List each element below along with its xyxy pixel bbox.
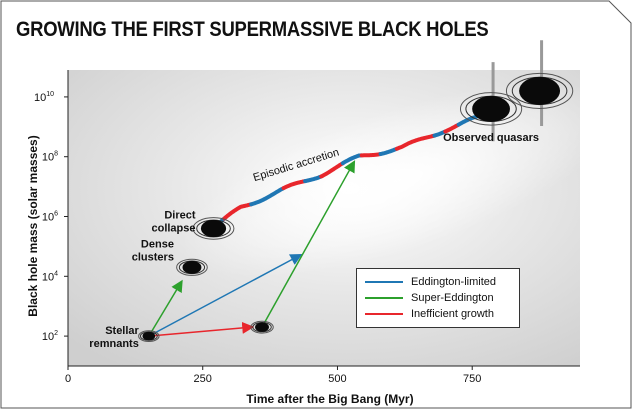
legend-swatch-inefficient bbox=[365, 313, 403, 315]
object-label: Stellar remnants bbox=[89, 325, 139, 350]
curve-segment bbox=[222, 202, 254, 221]
plot-glow bbox=[180, 82, 620, 278]
black-hole-icon bbox=[138, 330, 160, 343]
accretion-ring bbox=[505, 72, 574, 109]
curve-segment bbox=[359, 152, 383, 158]
growth-arrow bbox=[148, 279, 183, 337]
curve-segment bbox=[281, 179, 308, 191]
legend-label: Eddington-limited bbox=[411, 276, 496, 288]
legend-label: Super-Eddington bbox=[411, 292, 494, 304]
x-tick-label: 500 bbox=[328, 373, 346, 385]
y-tick-label: 1010 bbox=[34, 91, 54, 104]
chart-title: GROWING THE FIRST SUPERMASSIVE BLACK HOL… bbox=[16, 18, 489, 41]
object-label: Observed quasars bbox=[443, 132, 539, 144]
legend-label: Inefficient growth bbox=[411, 308, 494, 320]
x-tick-label: 250 bbox=[194, 373, 212, 385]
curve-segment bbox=[394, 133, 437, 151]
curve-segment bbox=[340, 153, 364, 166]
growth-arrow bbox=[148, 253, 303, 337]
accretion-ring bbox=[138, 330, 160, 343]
black-hole-icon bbox=[176, 258, 208, 276]
x-tick-label: 750 bbox=[463, 373, 481, 385]
y-tick-label: 108 bbox=[42, 151, 58, 164]
event-horizon bbox=[200, 219, 227, 238]
axes: 0 250 500 750 102 104 106 108 1010 bbox=[34, 70, 580, 385]
growth-arrows bbox=[148, 160, 356, 337]
curve-segment bbox=[378, 146, 399, 156]
curve-segment bbox=[432, 129, 448, 138]
curve-segment bbox=[249, 186, 286, 207]
accretion-ring bbox=[250, 320, 274, 334]
y-tick-label: 104 bbox=[42, 270, 58, 283]
black-hole-icon bbox=[192, 217, 235, 240]
curve-segment bbox=[319, 161, 345, 179]
event-horizon bbox=[182, 260, 202, 274]
legend-swatch-eddington bbox=[365, 281, 403, 283]
curve-segment bbox=[303, 174, 324, 184]
y-tick-label: 106 bbox=[42, 211, 58, 224]
legend-swatch-super-eddington bbox=[365, 297, 403, 299]
event-horizon bbox=[472, 95, 510, 122]
legend: Eddington-limited Super-Eddington Ineffi… bbox=[356, 268, 520, 328]
black-hole-icon bbox=[459, 62, 523, 142]
object-label: Dense clusters bbox=[132, 238, 174, 263]
curve-segment bbox=[443, 122, 461, 134]
y-tick-label: 102 bbox=[42, 330, 58, 343]
legend-item: Eddington-limited bbox=[365, 274, 511, 290]
legend-item: Inefficient growth bbox=[365, 306, 511, 322]
accretion-ring bbox=[176, 258, 208, 276]
legend-item: Super-Eddington bbox=[365, 290, 511, 306]
growth-arrow bbox=[148, 321, 255, 337]
accretion-ring bbox=[192, 217, 235, 240]
accretion-ring bbox=[459, 92, 523, 126]
black-hole-icon bbox=[505, 40, 574, 127]
black-hole-icon bbox=[250, 320, 274, 334]
growth-arrow bbox=[261, 160, 356, 328]
object-label: Direct collapse bbox=[151, 209, 195, 234]
event-horizon bbox=[142, 331, 156, 341]
x-axis-label: Time after the Big Bang (Myr) bbox=[246, 392, 414, 406]
x-tick-label: 0 bbox=[65, 373, 71, 385]
y-axis-label: Black hole mass (solar masses) bbox=[26, 135, 40, 317]
event-horizon bbox=[519, 76, 561, 105]
event-horizon bbox=[255, 322, 269, 332]
black-hole-markers bbox=[138, 40, 574, 343]
